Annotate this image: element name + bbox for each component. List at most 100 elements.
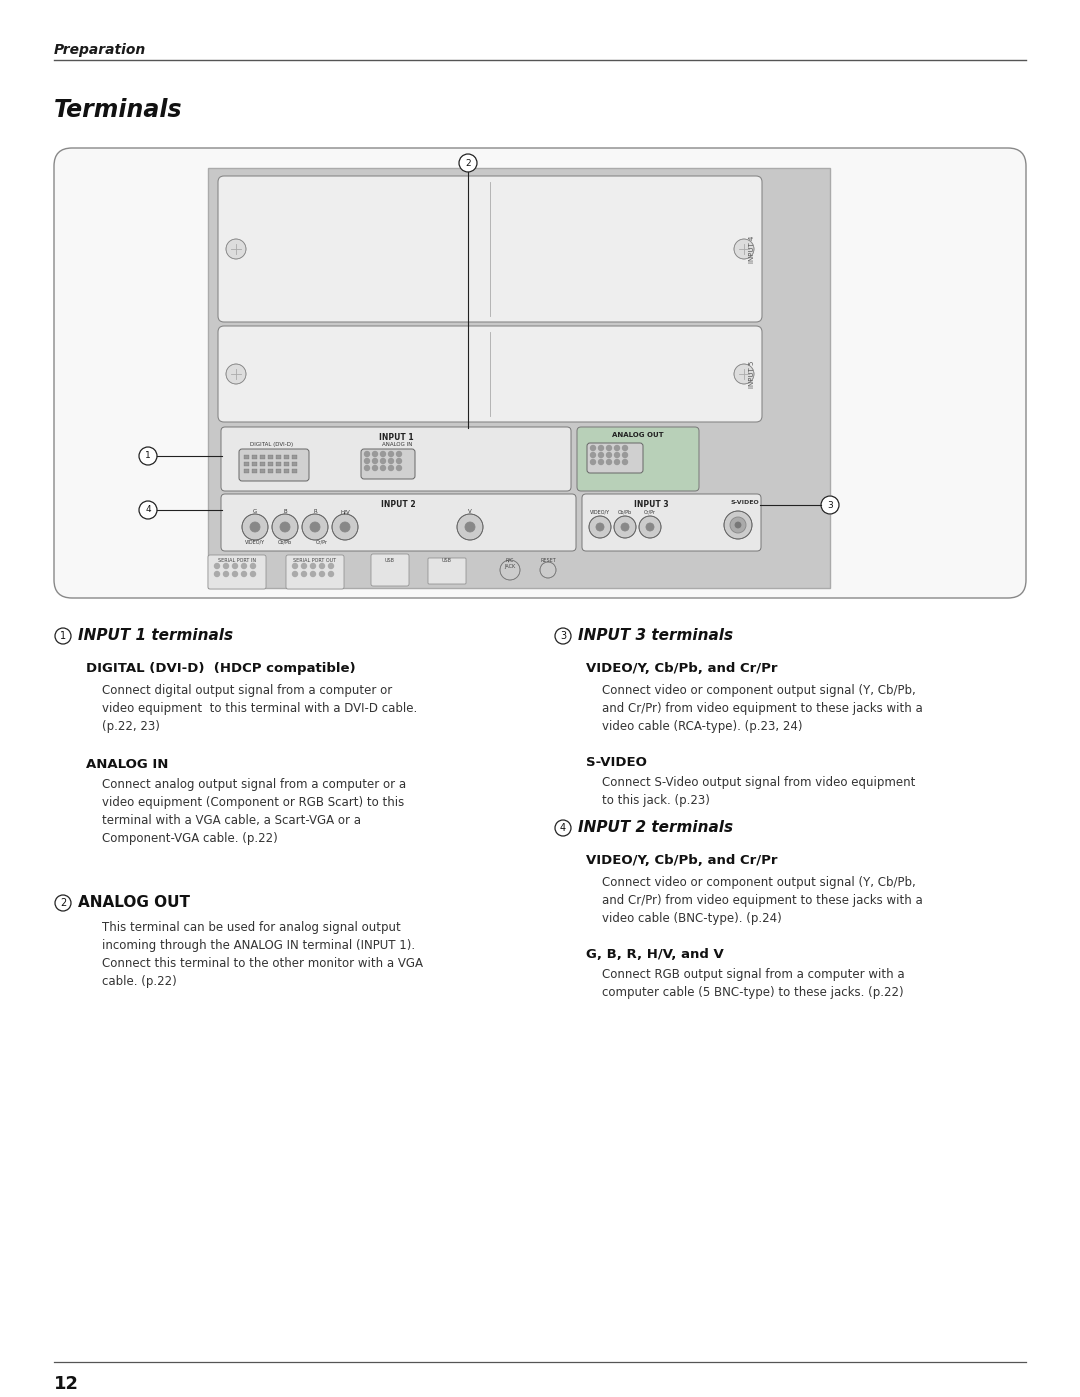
FancyBboxPatch shape [588, 443, 643, 474]
Circle shape [320, 571, 324, 577]
FancyBboxPatch shape [218, 176, 762, 321]
Bar [276, 462, 281, 467]
Text: VIDEO/Y, Cb/Pb, and Cr/Pr: VIDEO/Y, Cb/Pb, and Cr/Pr [586, 854, 778, 868]
Text: INPUT 5: INPUT 5 [750, 360, 755, 388]
Circle shape [251, 571, 256, 577]
Circle shape [396, 465, 402, 471]
Circle shape [55, 895, 71, 911]
Text: ANALOG IN: ANALOG IN [382, 441, 413, 447]
Text: R/C
JACK: R/C JACK [504, 557, 515, 569]
Text: Cr/Pr: Cr/Pr [316, 539, 328, 543]
Text: G, B, R, H/V, and V: G, B, R, H/V, and V [586, 949, 724, 961]
Circle shape [302, 514, 328, 541]
Text: H/V: H/V [340, 509, 350, 514]
Bar [244, 455, 249, 460]
Text: SERIAL PORT IN: SERIAL PORT IN [218, 557, 256, 563]
Circle shape [607, 446, 611, 450]
Bar [292, 469, 297, 474]
Circle shape [459, 154, 477, 172]
Text: G: G [253, 509, 257, 514]
Circle shape [389, 451, 393, 457]
Circle shape [293, 563, 297, 569]
Circle shape [615, 446, 620, 450]
Text: Connect video or component output signal (Y, Cb/Pb,
and Cr/Pr) from video equipm: Connect video or component output signal… [602, 685, 922, 733]
Text: Cr/Pr: Cr/Pr [644, 509, 656, 514]
Text: 3: 3 [827, 500, 833, 510]
Circle shape [373, 465, 378, 471]
FancyBboxPatch shape [361, 448, 415, 479]
Circle shape [280, 522, 291, 532]
Circle shape [139, 502, 157, 520]
Circle shape [646, 522, 654, 531]
Circle shape [621, 522, 629, 531]
Circle shape [555, 820, 571, 835]
Circle shape [598, 446, 604, 450]
Circle shape [232, 563, 238, 569]
Circle shape [607, 460, 611, 464]
Bar [208, 168, 831, 588]
Bar [252, 462, 257, 467]
Text: INPUT 1: INPUT 1 [379, 433, 414, 441]
Text: VIDEO/Y: VIDEO/Y [245, 539, 265, 543]
Bar [276, 455, 281, 460]
Circle shape [465, 522, 475, 532]
Circle shape [396, 451, 402, 457]
Circle shape [139, 447, 157, 465]
Circle shape [365, 465, 369, 471]
Circle shape [272, 514, 298, 541]
Circle shape [396, 458, 402, 464]
Circle shape [457, 514, 483, 541]
Text: INPUT 2 terminals: INPUT 2 terminals [578, 820, 733, 835]
Circle shape [622, 460, 627, 464]
Text: S-VIDEO: S-VIDEO [731, 500, 759, 504]
Text: USB: USB [384, 557, 395, 563]
Bar [244, 469, 249, 474]
FancyBboxPatch shape [208, 555, 266, 590]
FancyBboxPatch shape [239, 448, 309, 481]
Text: INPUT 3: INPUT 3 [634, 500, 669, 509]
Circle shape [591, 460, 595, 464]
Circle shape [591, 446, 595, 450]
Text: VIDEO/Y, Cb/Pb, and Cr/Pr: VIDEO/Y, Cb/Pb, and Cr/Pr [586, 662, 778, 675]
Circle shape [242, 563, 246, 569]
Circle shape [380, 451, 386, 457]
Text: Terminals: Terminals [54, 98, 183, 122]
Circle shape [735, 522, 741, 528]
Circle shape [242, 514, 268, 541]
Text: 4: 4 [559, 823, 566, 833]
Circle shape [320, 563, 324, 569]
Text: 2: 2 [59, 898, 66, 908]
Circle shape [389, 458, 393, 464]
Circle shape [380, 465, 386, 471]
Circle shape [215, 571, 219, 577]
Circle shape [373, 451, 378, 457]
Circle shape [249, 522, 260, 532]
Text: Connect RGB output signal from a computer with a
computer cable (5 BNC-type) to : Connect RGB output signal from a compute… [602, 968, 905, 999]
Circle shape [232, 571, 238, 577]
Bar [252, 469, 257, 474]
Circle shape [340, 522, 350, 532]
Circle shape [301, 563, 307, 569]
Circle shape [607, 453, 611, 457]
Text: 1: 1 [59, 631, 66, 641]
Text: Connect analog output signal from a computer or a
video equipment (Component or : Connect analog output signal from a comp… [102, 778, 406, 845]
Circle shape [555, 629, 571, 644]
FancyBboxPatch shape [577, 427, 699, 490]
Circle shape [734, 239, 754, 258]
Bar [284, 469, 289, 474]
Circle shape [293, 571, 297, 577]
Circle shape [224, 563, 229, 569]
Bar [268, 455, 273, 460]
Text: DIGITAL (DVI-D): DIGITAL (DVI-D) [251, 441, 294, 447]
Text: Connect video or component output signal (Y, Cb/Pb,
and Cr/Pr) from video equipm: Connect video or component output signal… [602, 876, 922, 925]
Bar [252, 455, 257, 460]
Text: 12: 12 [54, 1375, 79, 1393]
Circle shape [389, 465, 393, 471]
Text: ANALOG OUT: ANALOG OUT [612, 432, 664, 439]
Circle shape [311, 571, 315, 577]
Text: ANALOG IN: ANALOG IN [86, 759, 168, 771]
Text: INPUT 4: INPUT 4 [750, 235, 755, 263]
Bar [244, 462, 249, 467]
Circle shape [365, 458, 369, 464]
Bar [292, 455, 297, 460]
